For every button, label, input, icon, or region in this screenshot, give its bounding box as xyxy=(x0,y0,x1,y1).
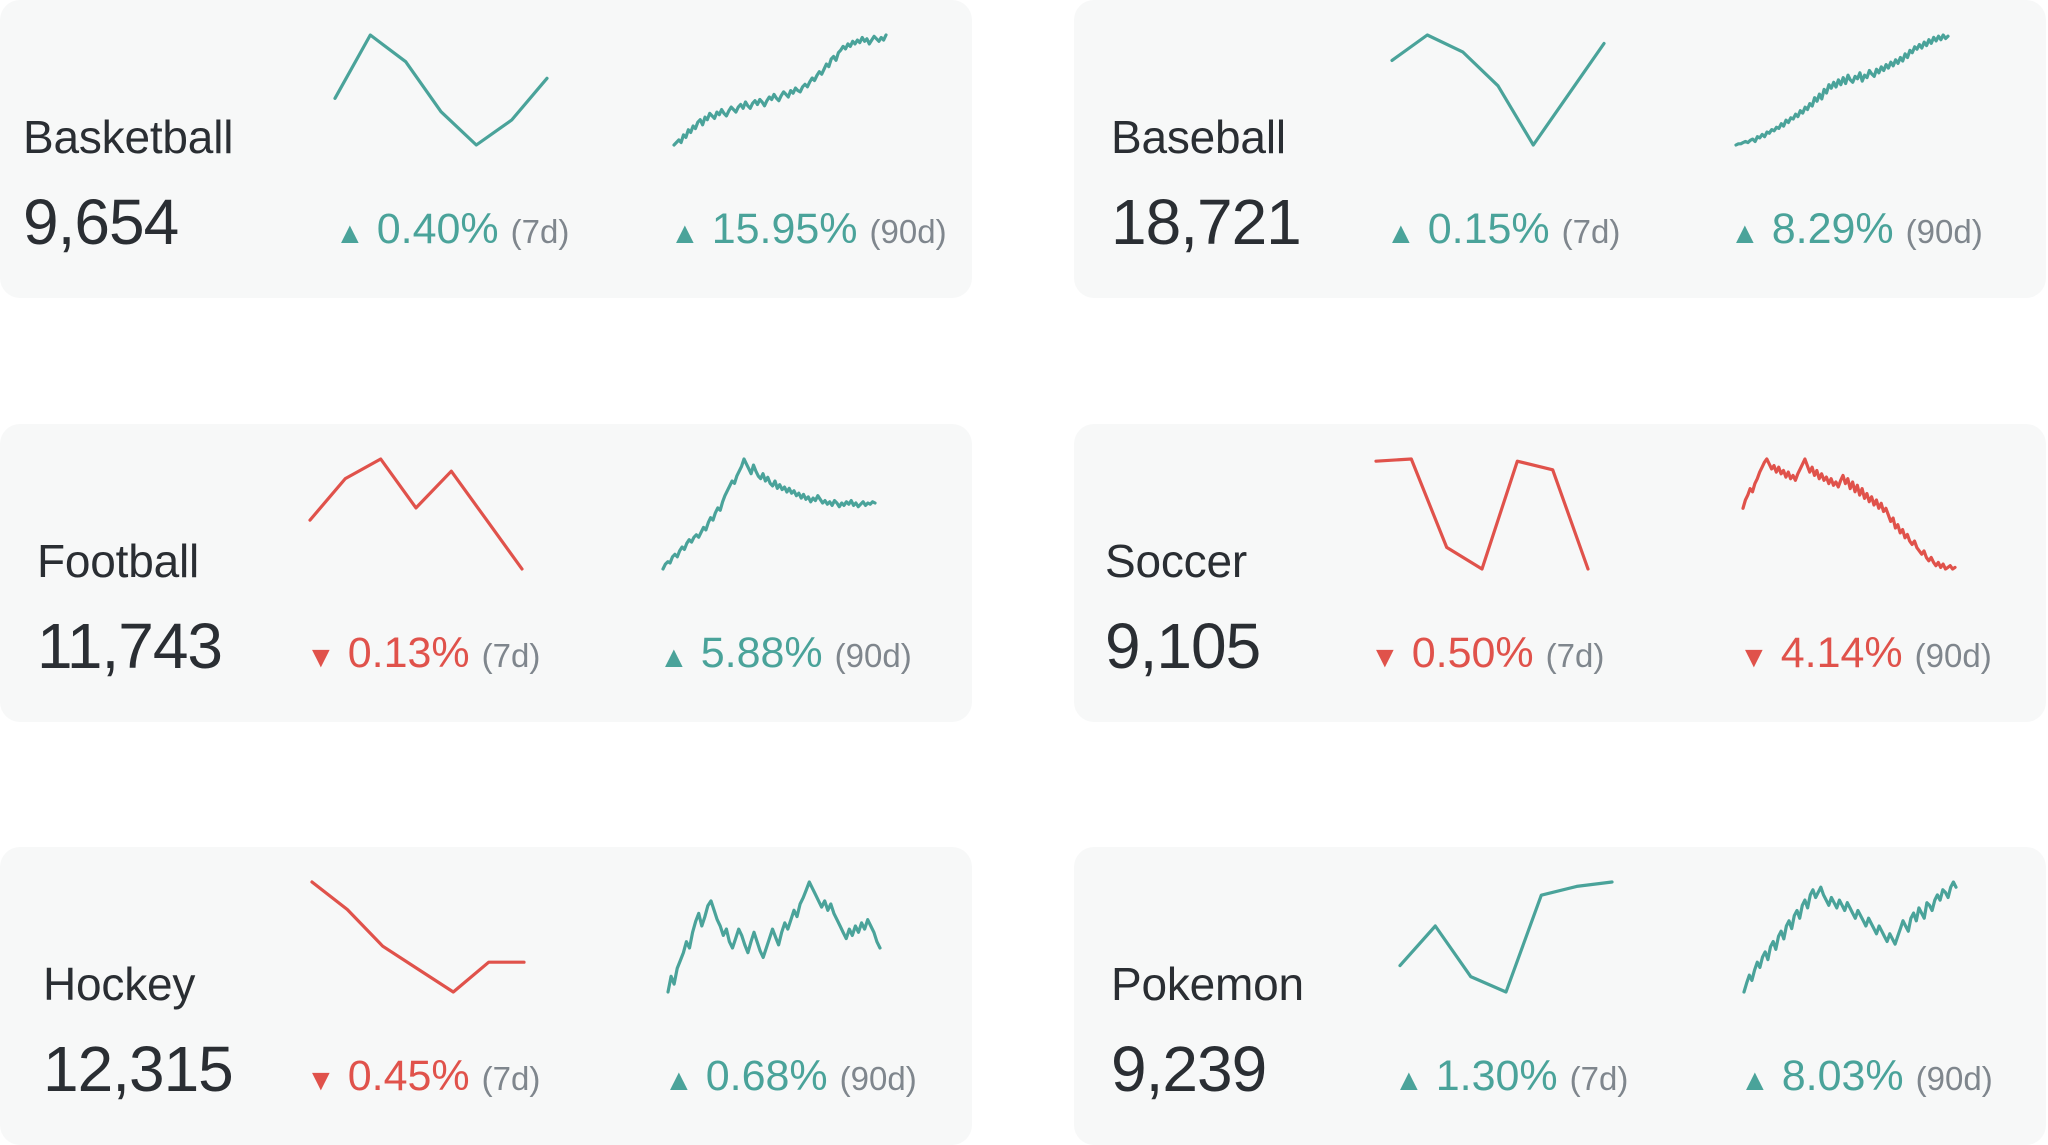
change-percent: 0.15% xyxy=(1427,205,1550,253)
sparkline-7d xyxy=(333,33,549,147)
change-percent: 0.45% xyxy=(347,1052,470,1100)
change-percent: 8.03% xyxy=(1781,1052,1904,1100)
sparkline-90d xyxy=(1742,880,1958,994)
change-period: (90d) xyxy=(1915,1060,1993,1097)
triangle-up-icon: ▲ xyxy=(664,1064,694,1097)
triangle-up-icon: ▲ xyxy=(1386,217,1416,250)
change-7d: ▼ 0.13% (7d) xyxy=(306,629,540,678)
sport-name: Football xyxy=(37,535,200,587)
sparkline-series-line xyxy=(1390,33,1606,147)
change-90d: ▲ 5.88% (90d) xyxy=(659,629,912,678)
change-7d: ▲ 0.40% (7d) xyxy=(335,205,569,254)
change-percent: 1.30% xyxy=(1435,1052,1558,1100)
change-percent: 4.14% xyxy=(1780,629,1903,677)
change-percent: 0.13% xyxy=(347,629,470,677)
change-percent: 8.29% xyxy=(1771,205,1894,253)
sparkline-7d xyxy=(1398,880,1614,994)
sport-name: Soccer xyxy=(1105,535,1247,587)
sport-value: 9,654 xyxy=(23,186,179,258)
change-period: (7d) xyxy=(510,213,570,250)
sparkline-series-line xyxy=(666,880,882,994)
change-period: (7d) xyxy=(481,1060,541,1097)
sparkline-7d xyxy=(308,457,524,571)
stat-card-football: Football 11,743 ▼ 0.13% (7d) ▲ 5.88% (90d) xyxy=(0,424,972,722)
stat-card-pokemon: Pokemon 9,239 ▲ 1.30% (7d) ▲ 8.03% (90d) xyxy=(1074,847,2046,1145)
stat-card-baseball: Baseball 18,721 ▲ 0.15% (7d) ▲ 8.29% (90d) xyxy=(1074,0,2046,298)
sport-name: Baseball xyxy=(1111,111,1286,163)
change-90d: ▲ 15.95% (90d) xyxy=(670,205,947,254)
sparkline-series-line xyxy=(1398,880,1614,994)
sparkline-series-line xyxy=(672,33,888,147)
change-period: (7d) xyxy=(1545,637,1605,674)
sport-name: Basketball xyxy=(23,111,234,163)
sparkline-90d xyxy=(672,33,888,147)
change-period: (7d) xyxy=(1561,213,1621,250)
change-90d: ▲ 0.68% (90d) xyxy=(664,1052,917,1101)
change-90d: ▲ 8.03% (90d) xyxy=(1740,1052,1993,1101)
triangle-down-icon: ▼ xyxy=(1739,641,1769,674)
change-percent: 0.50% xyxy=(1411,629,1534,677)
sport-value: 18,721 xyxy=(1111,186,1302,258)
sport-value: 12,315 xyxy=(43,1033,234,1105)
sparkline-series-line xyxy=(661,457,877,571)
change-90d: ▼ 4.14% (90d) xyxy=(1739,629,1992,678)
sparkline-90d xyxy=(1734,33,1950,147)
sport-value: 11,743 xyxy=(37,610,223,682)
sport-name: Hockey xyxy=(43,958,196,1010)
sport-value: 9,239 xyxy=(1111,1033,1267,1105)
change-period: (90d) xyxy=(1914,637,1992,674)
triangle-up-icon: ▲ xyxy=(335,217,365,250)
sparkline-7d xyxy=(1374,457,1590,571)
sparkline-series-line xyxy=(310,880,526,994)
change-90d: ▲ 8.29% (90d) xyxy=(1730,205,1983,254)
stat-card-hockey: Hockey 12,315 ▼ 0.45% (7d) ▲ 0.68% (90d) xyxy=(0,847,972,1145)
sport-name: Pokemon xyxy=(1111,958,1304,1010)
sparkline-90d xyxy=(661,457,877,571)
change-percent: 15.95% xyxy=(711,205,858,253)
change-period: (90d) xyxy=(839,1060,917,1097)
triangle-up-icon: ▲ xyxy=(659,641,689,674)
sparkline-series-line xyxy=(1742,880,1958,994)
triangle-up-icon: ▲ xyxy=(670,217,700,250)
change-percent: 0.68% xyxy=(705,1052,828,1100)
sparkline-7d xyxy=(1390,33,1606,147)
change-percent: 5.88% xyxy=(700,629,823,677)
triangle-up-icon: ▲ xyxy=(1730,217,1760,250)
change-period: (90d) xyxy=(869,213,947,250)
sparkline-7d xyxy=(310,880,526,994)
change-7d: ▼ 0.45% (7d) xyxy=(306,1052,540,1101)
sparkline-series-line xyxy=(1734,33,1950,147)
change-period: (90d) xyxy=(1905,213,1983,250)
change-period: (7d) xyxy=(1569,1060,1629,1097)
sparkline-90d xyxy=(1741,457,1957,571)
stat-card-basketball: Basketball 9,654 ▲ 0.40% (7d) ▲ 15.95% (90d) xyxy=(0,0,972,298)
triangle-down-icon: ▼ xyxy=(1370,641,1400,674)
change-percent: 0.40% xyxy=(376,205,499,253)
change-7d: ▲ 0.15% (7d) xyxy=(1386,205,1620,254)
stat-card-soccer: Soccer 9,105 ▼ 0.50% (7d) ▼ 4.14% (90d) xyxy=(1074,424,2046,722)
change-7d: ▼ 0.50% (7d) xyxy=(1370,629,1604,678)
change-period: (7d) xyxy=(481,637,541,674)
sparkline-90d xyxy=(666,880,882,994)
sparkline-series-line xyxy=(1374,457,1590,571)
triangle-up-icon: ▲ xyxy=(1394,1064,1424,1097)
sparkline-series-line xyxy=(1741,457,1957,571)
triangle-up-icon: ▲ xyxy=(1740,1064,1770,1097)
sparkline-series-line xyxy=(333,33,549,147)
sport-value: 9,105 xyxy=(1105,610,1261,682)
triangle-down-icon: ▼ xyxy=(306,1064,336,1097)
sparkline-series-line xyxy=(308,457,524,571)
change-7d: ▲ 1.30% (7d) xyxy=(1394,1052,1628,1101)
triangle-down-icon: ▼ xyxy=(306,641,336,674)
change-period: (90d) xyxy=(834,637,912,674)
